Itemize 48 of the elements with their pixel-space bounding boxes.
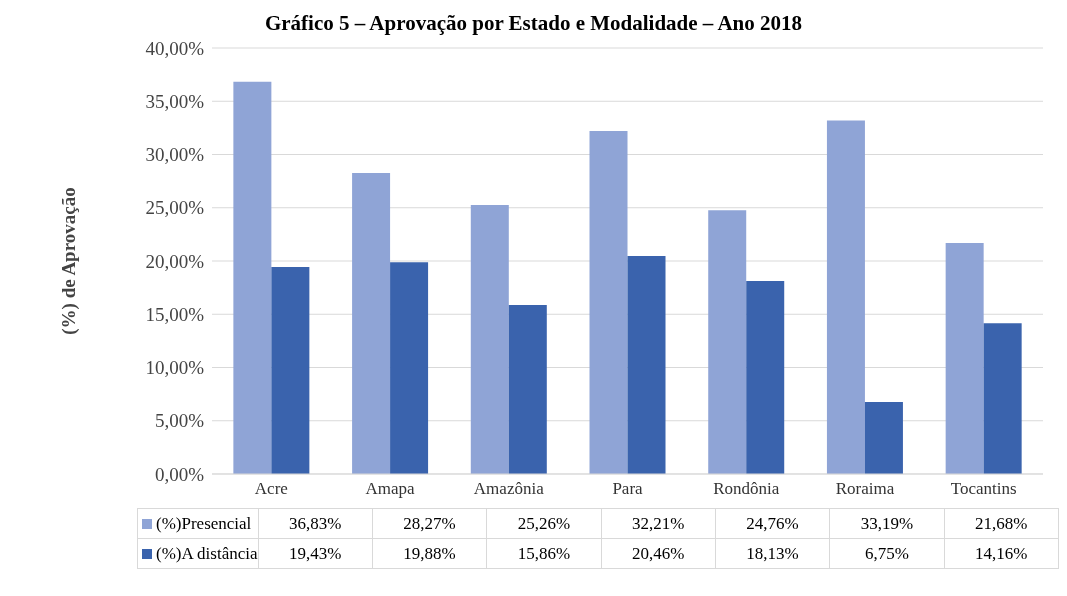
x-tick-label: Tocantins [950, 479, 1017, 499]
data-label: 19,88% [372, 538, 487, 569]
data-label: 24,76% [715, 508, 830, 539]
y-tick-label: 15,00% [145, 303, 205, 325]
bar [627, 256, 666, 474]
x-tick-label: Amazônia [473, 479, 545, 499]
bar [826, 120, 865, 474]
x-tick-label: Para [612, 479, 644, 499]
y-tick-label: 30,00% [145, 144, 205, 166]
data-label: 15,86% [486, 538, 602, 569]
y-tick-label: 25,00% [145, 197, 205, 219]
data-label: 20,46% [601, 538, 716, 569]
y-tick-label: 40,00% [145, 37, 205, 59]
bar [746, 280, 785, 474]
legend-label: (%)Presencial [137, 508, 258, 539]
data-label: 32,21% [601, 508, 716, 539]
legend-label: (%)A distância [137, 538, 258, 569]
x-tick-label: Roraima [835, 479, 895, 499]
data-label: 25,26% [486, 508, 602, 539]
data-label: 19,43% [258, 538, 373, 569]
bar [390, 262, 429, 474]
bar [233, 81, 272, 474]
bar [271, 267, 310, 474]
y-tick-label: 20,00% [145, 250, 205, 272]
bar [864, 402, 903, 474]
data-label: 14,16% [944, 538, 1059, 569]
x-tick-label: Acre [254, 479, 288, 499]
x-tick-label: Amapa [365, 479, 416, 499]
data-label: 33,19% [829, 508, 945, 539]
bar [945, 243, 984, 474]
data-label: 36,83% [258, 508, 373, 539]
data-label: 6,75% [829, 538, 945, 569]
bar [983, 323, 1022, 474]
bar [708, 210, 747, 474]
y-axis-title: (%) de Aprovação [57, 187, 80, 335]
x-tick-label: Rondônia [713, 479, 780, 499]
data-label: 28,27% [372, 508, 487, 539]
data-label: 21,68% [944, 508, 1059, 539]
bar [470, 204, 509, 474]
data-label: 18,13% [715, 538, 830, 569]
bar [589, 130, 628, 474]
y-tick-label: 5,00% [154, 410, 205, 432]
y-tick-label: 10,00% [145, 357, 205, 379]
chart-title: Gráfico 5 – Aprovação por Estado e Modalidade – Ano 2018 [263, 10, 804, 37]
y-tick-label: 0,00% [154, 463, 205, 485]
bar [352, 172, 391, 474]
bar [508, 305, 547, 474]
y-tick-label: 35,00% [145, 91, 205, 112]
